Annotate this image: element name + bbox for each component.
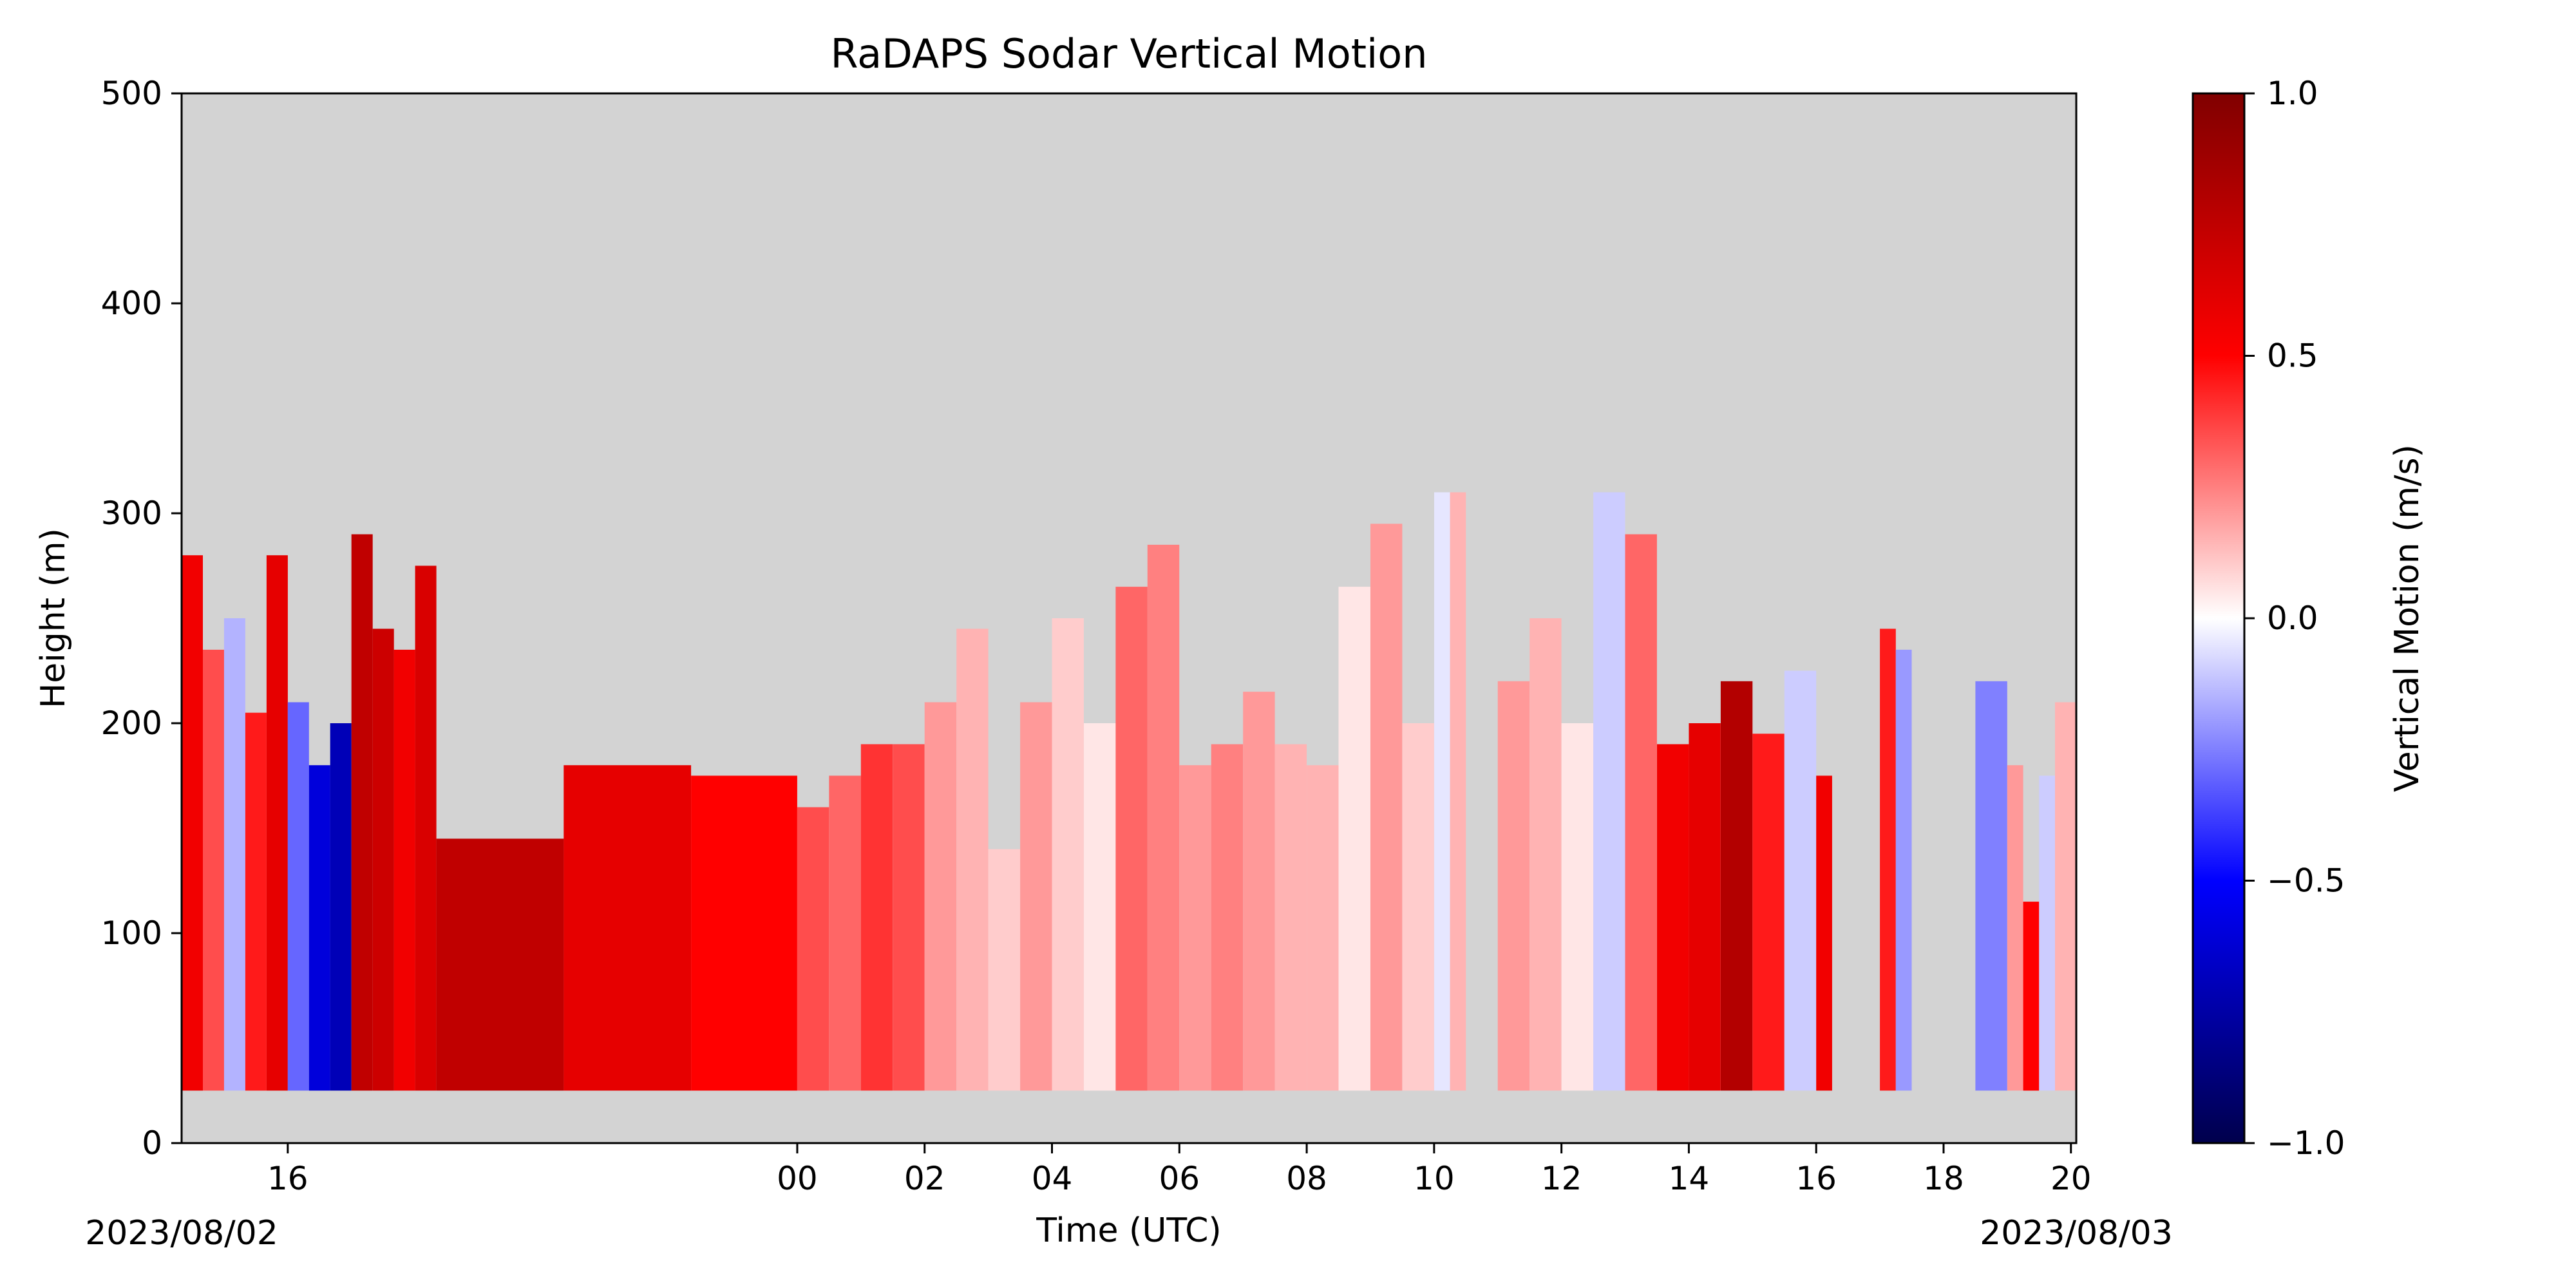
y-tick-label: 200 — [101, 705, 162, 742]
profile-column — [2039, 775, 2055, 1091]
profile-column — [1211, 744, 1244, 1091]
profile-column — [1880, 629, 1896, 1091]
y-tick-label: 300 — [101, 495, 162, 532]
profile-column — [1625, 534, 1657, 1091]
profile-column — [393, 649, 415, 1091]
profile-column — [1593, 492, 1625, 1091]
profile-column — [1147, 544, 1180, 1091]
profile-column — [351, 534, 373, 1091]
profile-column — [988, 849, 1020, 1091]
profile-column — [182, 555, 203, 1091]
profile-column — [924, 702, 957, 1091]
profile-column — [245, 712, 267, 1091]
profile-column — [829, 775, 861, 1091]
profile-column — [330, 723, 352, 1091]
profile-column — [1450, 492, 1466, 1091]
y-tick-label: 400 — [101, 285, 162, 322]
colorbar — [2192, 92, 2246, 1144]
profile-column — [1816, 775, 1832, 1091]
y-axis-label: Height (m) — [34, 528, 73, 708]
profile-column — [956, 629, 989, 1091]
profile-column — [1370, 524, 1403, 1091]
y-tick-label: 500 — [101, 75, 162, 112]
x-tick-label: 04 — [1032, 1160, 1073, 1197]
profile-column — [1338, 587, 1370, 1091]
profile-column — [1784, 670, 1817, 1091]
profile-column — [266, 555, 288, 1091]
profile-column — [1497, 681, 1530, 1091]
y-tick-label: 0 — [142, 1124, 162, 1162]
profile-column — [860, 744, 893, 1091]
x-tick-label: 16 — [267, 1160, 308, 1197]
profile-column — [436, 838, 564, 1091]
profile-column — [1689, 723, 1721, 1091]
colorbar-tick-label: 0.5 — [2267, 337, 2318, 375]
x-tick-label: 10 — [1414, 1160, 1455, 1197]
profile-column — [1895, 649, 1912, 1091]
profile-column — [1530, 618, 1562, 1091]
profile-column — [797, 807, 829, 1091]
profile-column — [1274, 744, 1307, 1091]
date-label-end: 2023/08/03 — [1980, 1214, 2173, 1253]
x-axis: 16 00 02 04 06 08 10 12 14 16 18 20 — [267, 1143, 2092, 1197]
y-axis: 0 100 200 300 400 500 — [101, 75, 182, 1162]
colorbar-tick-label: −0.5 — [2267, 862, 2345, 900]
colorbar-label: Vertical Motion (m/s) — [2388, 444, 2427, 792]
profile-column — [1115, 587, 1148, 1091]
profile-column — [1434, 492, 1450, 1091]
profile-column — [1179, 765, 1211, 1091]
colorbar-tick-label: −1.0 — [2267, 1124, 2345, 1162]
x-tick-label: 16 — [1795, 1160, 1837, 1197]
y-tick-label: 100 — [101, 914, 162, 952]
profile-column — [2055, 702, 2076, 1091]
profile-column — [2023, 902, 2040, 1091]
profile-column — [564, 765, 692, 1091]
profile-column — [1720, 681, 1753, 1091]
x-tick-label: 02 — [904, 1160, 945, 1197]
profile-column — [203, 649, 224, 1091]
profile-column — [1752, 734, 1785, 1091]
profile-column — [893, 744, 925, 1091]
profile-column — [372, 629, 394, 1091]
x-tick-label: 14 — [1669, 1160, 1710, 1197]
x-tick-label: 20 — [2050, 1160, 2092, 1197]
x-tick-label: 00 — [777, 1160, 818, 1197]
profile-column — [308, 765, 330, 1091]
x-tick-label: 08 — [1286, 1160, 1327, 1197]
profile-column — [1307, 765, 1339, 1091]
profile-column — [1402, 723, 1434, 1091]
heatmap-profiles — [182, 492, 2076, 1091]
date-label-start: 2023/08/02 — [85, 1214, 278, 1253]
profile-column — [2007, 765, 2023, 1091]
x-axis-label: Time (UTC) — [1036, 1211, 1221, 1250]
profile-column — [287, 702, 309, 1091]
plot-frame — [180, 92, 2078, 1144]
colorbar-tick-label: 0.0 — [2267, 600, 2318, 637]
profile-column — [1975, 681, 2007, 1091]
profile-column — [1657, 744, 1689, 1091]
profile-column — [1084, 723, 1116, 1091]
x-tick-label: 18 — [1923, 1160, 1964, 1197]
colorbar-ticks: −1.0 −0.5 0.0 0.5 1.0 — [2244, 75, 2345, 1162]
chart-title: RaDAPS Sodar Vertical Motion — [830, 30, 1427, 77]
colorbar-tick-label: 1.0 — [2267, 75, 2318, 112]
profile-column — [223, 618, 245, 1091]
profile-column — [1243, 692, 1275, 1091]
x-tick-label: 12 — [1541, 1160, 1582, 1197]
profile-column — [1561, 723, 1593, 1091]
profile-column — [1052, 618, 1084, 1091]
profile-column — [1020, 702, 1052, 1091]
profile-column — [415, 565, 437, 1091]
x-tick-label: 06 — [1159, 1160, 1200, 1197]
profile-column — [691, 775, 797, 1091]
